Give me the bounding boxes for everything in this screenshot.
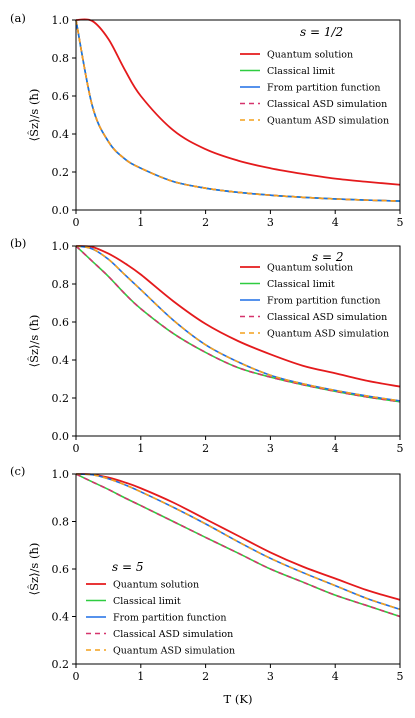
x-tick-label: 2 [202,442,209,455]
series-line-quantum-solution [75,245,401,388]
x-tick-label: 0 [73,670,80,683]
y-tick-label: 0.0 [52,430,70,443]
legend-label-quantum-asd: Quantum ASD simulation [113,646,235,657]
x-tick-label: 1 [137,442,144,455]
x-tick-label: 1 [137,216,144,229]
y-tick-label: 0.0 [52,204,70,217]
series-line-classical-limit [75,245,401,403]
y-tick-label: 0.2 [52,658,70,671]
x-tick-label: 2 [202,216,209,229]
s-value-label: s = 2 [312,250,343,264]
x-tick-label: 5 [397,670,404,683]
legend-label-classical-asd: Classical ASD simulation [267,99,387,110]
series-line-classical-asd [75,19,401,202]
legend-label-classical-limit: Classical limit [267,279,335,290]
x-tick-label: 5 [397,216,404,229]
x-tick-label: 4 [332,216,339,229]
y-tick-label: 0.8 [52,516,70,529]
legend-label-quantum-solution: Quantum solution [267,50,353,61]
series-line-quantum-solution [75,473,401,601]
y-tick-label: 0.2 [52,166,70,179]
x-tick-label: 0 [73,442,80,455]
x-tick-label: 1 [137,670,144,683]
y-tick-label: 0.4 [52,354,70,367]
legend-label-classical-asd: Classical ASD simulation [113,629,233,640]
panel-label: (b) [10,236,26,250]
x-tick-label: 4 [332,670,339,683]
legend: Quantum solution Classical limit From part… [240,263,389,340]
y-tick-label: 0.4 [52,128,70,141]
legend-label-partition-function: From partition function [267,296,381,307]
plot-frame [75,245,401,437]
panel-a: 0 1 2 3 4 5 0.0 0.2 0.4 0.6 0.8 1.0 (a) ⟨Ŝz⟩/s (ħ) s =… [10,11,404,229]
series-line-classical-limit [75,19,401,202]
s-value-label: s = 5 [112,560,143,574]
x-tick-label: 2 [202,670,209,683]
legend-label-classical-limit: Classical limit [113,596,181,607]
panel-c: 0 1 2 3 4 5 0.2 0.4 0.6 0.8 1.0 (c) ⟨Ŝz⟩/s (ħ) s = 5 Q… [10,464,404,683]
y-tick-label: 0.6 [52,563,70,576]
y-tick-label: 0.8 [52,52,70,65]
legend-label-partition-function: From partition function [113,613,227,624]
legend: Quantum solution Classical limit From part… [86,580,235,657]
legend: Quantum solution Classical limit From part… [240,50,389,127]
y-tick-label: 0.2 [52,392,70,405]
legend-label-partition-function: From partition function [267,83,381,94]
series-line-quantum-asd [75,245,401,402]
y-tick-label: 0.6 [52,90,70,103]
y-tick-label: 0.8 [52,278,70,291]
x-tick-label: 4 [332,442,339,455]
y-tick-label: 1.0 [52,14,70,27]
y-axis-title: ⟨Ŝz⟩/s (ħ) [27,315,41,368]
s-value-label: s = 1/2 [300,25,343,39]
series-line-quantum-asd [75,19,401,202]
legend-label-quantum-solution: Quantum solution [267,263,353,274]
series-line-partition-function [75,19,401,202]
x-axis-title: T (K) [224,692,253,706]
x-tick-label: 3 [267,670,274,683]
x-tick-label: 3 [267,216,274,229]
legend-label-quantum-asd: Quantum ASD simulation [267,329,389,340]
legend-label-quantum-asd: Quantum ASD simulation [267,116,389,127]
series-line-quantum-asd [75,473,401,611]
x-tick-label: 5 [397,442,404,455]
plot-frame [75,19,401,211]
y-tick-label: 1.0 [52,468,70,481]
panel-label: (c) [10,464,25,478]
y-tick-label: 0.6 [52,316,70,329]
x-tick-label: 0 [73,216,80,229]
legend-label-classical-limit: Classical limit [267,66,335,77]
y-axis-title: ⟨Ŝz⟩/s (ħ) [27,89,41,142]
series-line-classical-asd [75,473,401,618]
y-tick-label: 0.4 [52,611,70,624]
panel-label: (a) [10,11,26,25]
x-tick-label: 3 [267,442,274,455]
y-tick-label: 1.0 [52,240,70,253]
legend-label-classical-asd: Classical ASD simulation [267,312,387,323]
series-line-quantum-solution [75,18,401,186]
y-axis-title: ⟨Ŝz⟩/s (ħ) [27,543,41,596]
panel-b: 0 1 2 3 4 5 0.0 0.2 0.4 0.6 0.8 1.0 (b) ⟨Ŝz⟩/s (ħ) s =… [10,236,404,455]
legend-label-quantum-solution: Quantum solution [113,580,199,591]
